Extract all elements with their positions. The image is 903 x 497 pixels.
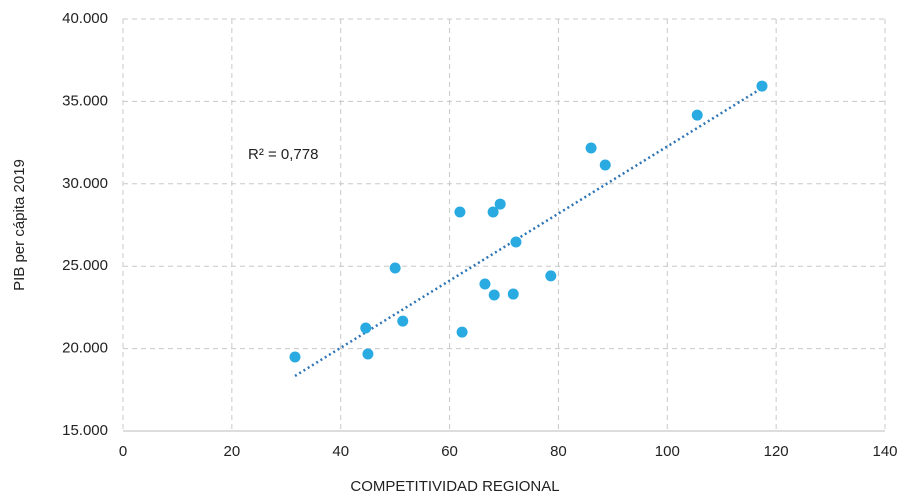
point	[487, 206, 499, 218]
y-tick-label: 35.000	[62, 92, 108, 109]
point	[456, 326, 468, 338]
y-tick-label: 20.000	[62, 340, 108, 357]
x-tick-label: 120	[764, 443, 789, 460]
point	[360, 322, 372, 334]
point	[599, 159, 611, 171]
point	[488, 289, 500, 301]
point	[585, 142, 597, 154]
x-tick-label: 100	[655, 443, 680, 460]
point	[510, 236, 522, 248]
point	[289, 351, 301, 363]
point	[389, 262, 401, 274]
x-tick-label: 40	[332, 443, 349, 460]
y-axis-label: PIB per cápita 2019	[11, 159, 28, 291]
y-tick-label: 25.000	[62, 257, 108, 274]
point	[479, 278, 491, 290]
x-tick-label: 0	[119, 443, 127, 460]
point	[507, 288, 519, 300]
point	[454, 206, 466, 218]
x-tick-label: 20	[224, 443, 241, 460]
y-tick-label: 15.000	[62, 422, 108, 439]
point	[494, 198, 506, 210]
point	[362, 348, 374, 360]
annotation: R² = 0,778	[248, 146, 318, 163]
x-tick-label: 60	[441, 443, 458, 460]
point	[545, 270, 557, 282]
point	[691, 109, 703, 121]
point	[397, 315, 409, 327]
x-axis-label: COMPETITIVIDAD REGIONAL	[350, 478, 559, 495]
x-tick-label: 80	[550, 443, 567, 460]
trendline	[294, 86, 763, 378]
y-tick-label: 30.000	[62, 175, 108, 192]
point	[756, 80, 768, 92]
y-tick-label: 40.000	[62, 10, 108, 27]
x-tick-label: 140	[872, 443, 897, 460]
